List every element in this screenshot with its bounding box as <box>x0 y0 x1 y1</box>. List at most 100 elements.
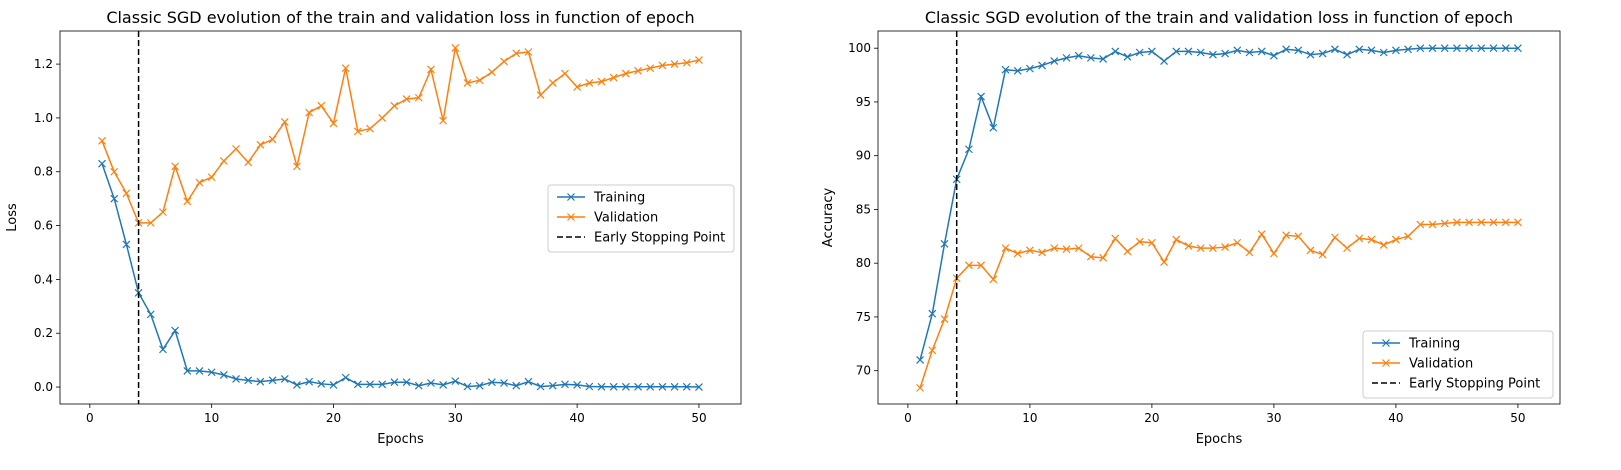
y-axis-label: Loss <box>5 203 20 232</box>
data-point <box>414 381 423 390</box>
series-validation <box>916 218 1522 392</box>
data-point <box>329 380 338 389</box>
x-tick-label: 10 <box>1022 411 1037 425</box>
data-point <box>256 377 265 386</box>
data-point <box>634 66 642 75</box>
y-tick-label: 0.8 <box>34 165 53 179</box>
data-point <box>146 310 155 319</box>
data-point <box>463 79 472 87</box>
data-point <box>1172 47 1181 56</box>
data-point <box>1269 51 1278 60</box>
data-point <box>536 91 545 99</box>
data-point <box>1489 44 1498 53</box>
data-point <box>1099 253 1108 262</box>
data-point <box>171 162 180 171</box>
data-point <box>695 56 703 64</box>
data-point <box>1489 218 1498 227</box>
data-point <box>1294 46 1303 55</box>
data-point <box>487 68 496 77</box>
data-point <box>110 167 119 176</box>
data-point <box>1086 53 1095 62</box>
data-point <box>1379 240 1388 249</box>
legend: Training Validation Early Stopping Point <box>547 184 735 253</box>
data-point <box>1501 218 1510 227</box>
legend-label: Training <box>1408 337 1460 352</box>
data-point <box>110 194 119 203</box>
data-point <box>1245 48 1254 57</box>
y-axis-label: Accuracy <box>821 188 836 248</box>
data-point <box>1160 258 1169 267</box>
data-point <box>1404 232 1413 241</box>
x-tick-label: 30 <box>1266 411 1281 425</box>
data-point <box>1379 48 1388 57</box>
data-point <box>1172 235 1181 244</box>
data-point <box>280 118 289 126</box>
data-point <box>1343 244 1352 253</box>
data-point <box>573 83 582 91</box>
data-point <box>646 382 655 391</box>
y-tick-label: 85 <box>856 202 871 216</box>
data-point <box>207 368 216 377</box>
data-point <box>390 378 399 387</box>
data-point <box>977 92 986 101</box>
x-tick-label: 30 <box>448 411 463 425</box>
data-point <box>1318 49 1327 58</box>
y-tick-label: 90 <box>856 149 871 163</box>
data-point <box>1501 44 1510 53</box>
data-point <box>1513 44 1522 53</box>
data-point <box>317 379 326 388</box>
data-point <box>378 380 387 389</box>
legend-marker <box>1382 339 1390 347</box>
x-tick-label: 0 <box>904 411 912 425</box>
legend-box <box>547 184 735 253</box>
x-axis-label: Epochs <box>1196 432 1243 447</box>
legend: Training Validation Early Stopping Point <box>1362 330 1554 399</box>
data-point <box>977 261 986 270</box>
data-point <box>1318 250 1327 259</box>
data-point <box>280 375 289 383</box>
data-point <box>1160 57 1169 66</box>
data-point <box>1465 218 1474 227</box>
data-point <box>1330 45 1339 54</box>
data-point <box>1123 247 1132 256</box>
data-point <box>621 69 630 78</box>
series-validation <box>98 44 703 227</box>
data-point <box>1440 44 1449 53</box>
x-tick-label: 50 <box>1510 411 1525 425</box>
x-tick-label: 50 <box>691 411 706 425</box>
data-point <box>1135 48 1144 57</box>
data-point <box>1147 238 1156 247</box>
plot-frame <box>59 30 742 405</box>
data-point <box>609 382 618 391</box>
chart-panel-1: Classic SGD evolution of the train and v… <box>5 8 742 447</box>
data-point <box>353 127 362 136</box>
data-point <box>658 61 667 70</box>
data-point <box>940 315 949 324</box>
data-point <box>928 346 937 355</box>
data-point <box>1513 218 1522 227</box>
data-point <box>1257 230 1266 239</box>
legend-label: Validation <box>1409 357 1473 372</box>
data-point <box>378 114 387 122</box>
data-point <box>293 162 301 171</box>
data-point <box>524 377 533 386</box>
data-point <box>1025 246 1034 255</box>
data-point <box>122 240 131 249</box>
data-point <box>695 383 703 391</box>
chart-title: Classic SGD evolution of the train and v… <box>925 8 1513 27</box>
data-point <box>585 382 594 391</box>
data-point <box>353 380 362 389</box>
data-point <box>1355 234 1364 243</box>
data-point <box>658 382 667 391</box>
data-point <box>475 76 484 85</box>
x-tick-label: 40 <box>570 411 585 425</box>
legend-label: Validation <box>594 211 658 226</box>
data-point <box>219 157 228 165</box>
data-point <box>621 382 630 391</box>
series-training <box>916 44 1522 364</box>
data-point <box>634 382 642 391</box>
y-tick-label: 1.2 <box>34 57 53 71</box>
x-tick-label: 40 <box>1388 411 1403 425</box>
data-point <box>1428 220 1437 229</box>
